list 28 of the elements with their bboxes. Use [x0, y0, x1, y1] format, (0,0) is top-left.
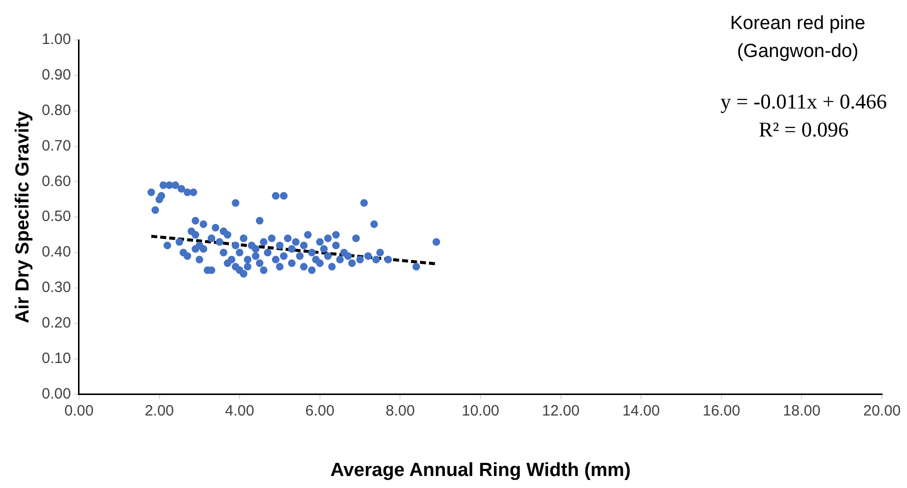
x-tick-label: 6.00: [305, 402, 334, 420]
y-axis-title: Air Dry Specific Gravity: [12, 110, 34, 324]
annotation: y = -0.011x + 0.466: [720, 90, 887, 114]
x-tick-label: 20.00: [863, 402, 901, 420]
y-tick-label: 0.80: [42, 102, 71, 119]
y-tick-label: 0.60: [42, 172, 71, 190]
x-tick-label: 16.00: [702, 402, 740, 420]
y-tick-label: 0.50: [42, 208, 71, 226]
annotation: R² = 0.096: [758, 118, 849, 142]
x-tick-label: 12.00: [542, 402, 580, 420]
y-tick-label: 0.30: [42, 279, 71, 296]
y-tick-label: 0.90: [42, 66, 71, 84]
x-tick-label: 4.00: [224, 402, 254, 420]
x-tick-label: 0.00: [64, 402, 94, 420]
x-tick-label: 10.00: [462, 402, 500, 420]
y-tick-label: 0.70: [42, 137, 71, 154]
x-tick-label: 14.00: [622, 402, 660, 420]
x-tick-label: 8.00: [386, 402, 415, 420]
x-tick-label: 18.00: [782, 402, 820, 420]
y-tick-label: 0.40: [42, 244, 71, 261]
annotation: (Gangwon-do): [736, 41, 858, 62]
y-tick-label: 1.00: [42, 31, 71, 48]
x-tick-label: 2.00: [144, 402, 174, 420]
y-tick-label: 0.10: [42, 350, 71, 367]
y-tick-label: 0.00: [42, 385, 71, 402]
x-axis-title: Average Annual Ring Width (mm): [330, 460, 631, 481]
y-tick-label: 0.20: [42, 314, 71, 332]
text: Korean red pine: [730, 13, 866, 34]
